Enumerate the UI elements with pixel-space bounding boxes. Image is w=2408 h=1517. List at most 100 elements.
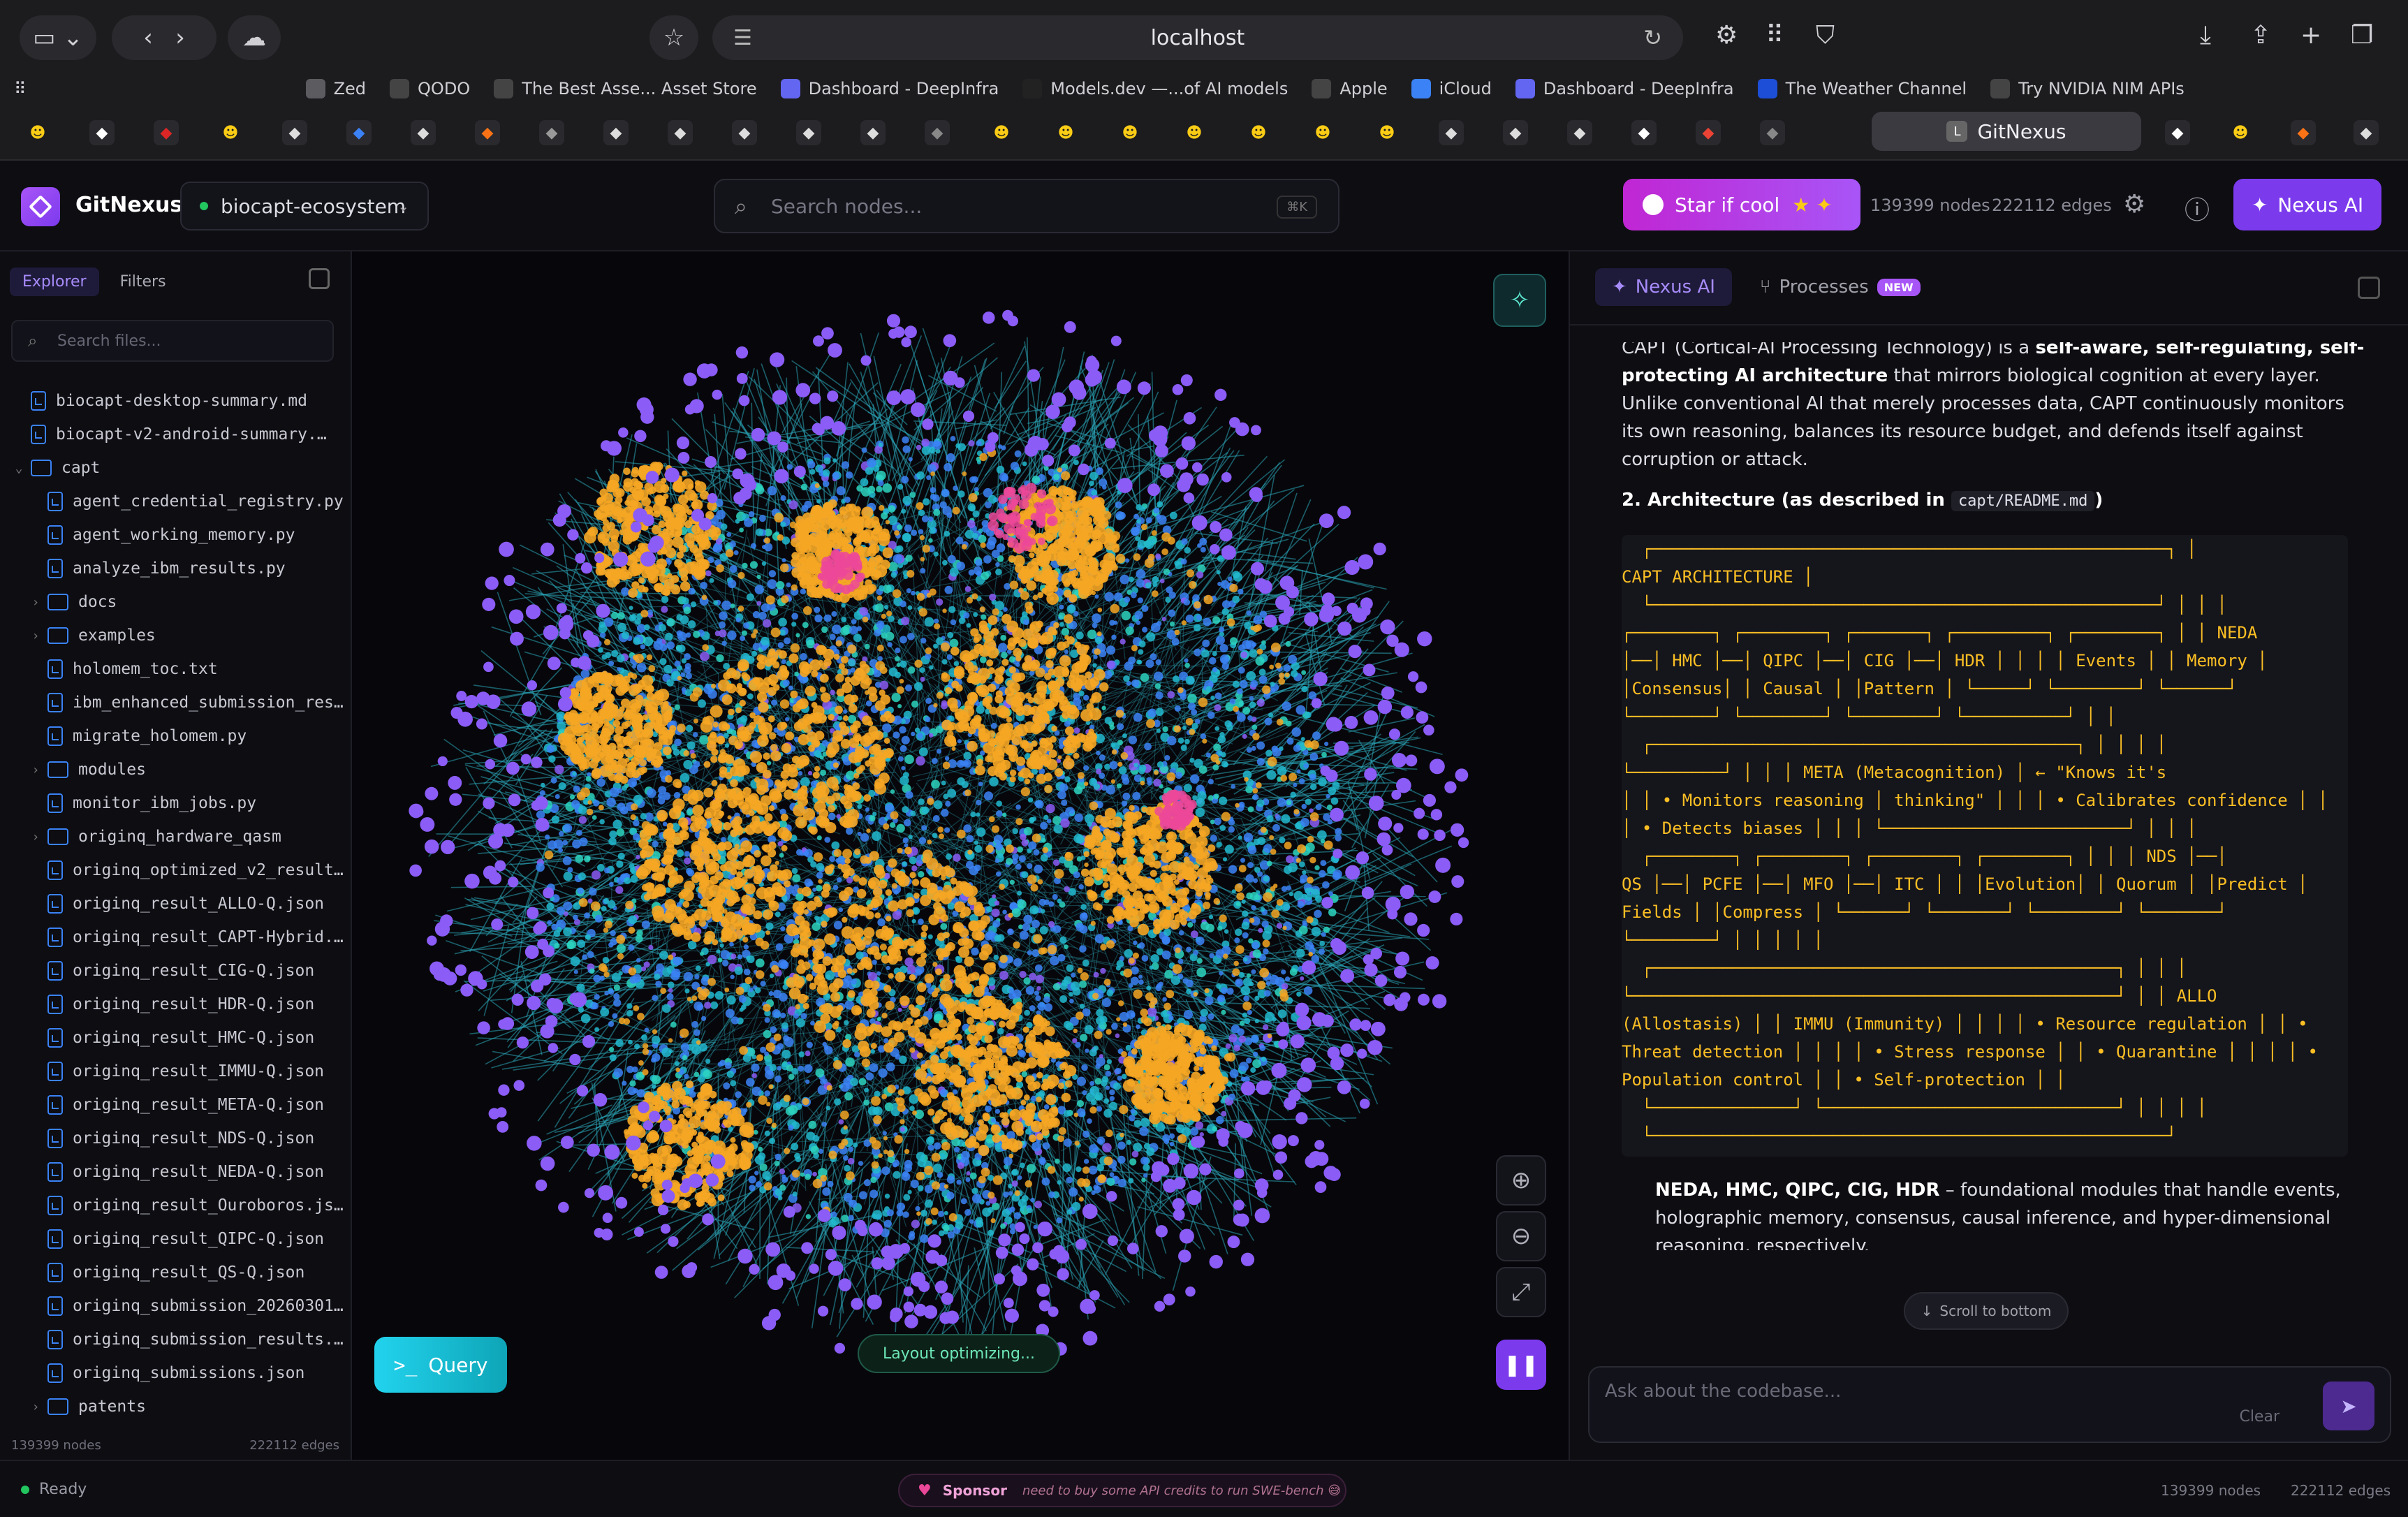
folder-item[interactable]: ⌄ capt xyxy=(0,451,352,485)
pinned-tab-icon[interactable]: ◆ xyxy=(1696,120,1721,145)
collapse-panel-icon[interactable] xyxy=(2358,277,2380,299)
gear-icon[interactable]: ⚙ xyxy=(1715,21,1738,50)
file-search-input[interactable]: ⌕ Search files... xyxy=(11,320,334,362)
pinned-tab-icon[interactable]: ◆ xyxy=(411,120,436,145)
favorite-item[interactable]: Apple xyxy=(1312,79,1388,98)
pinned-tab-icon[interactable]: ☻ xyxy=(1250,124,1267,142)
file-item[interactable]: ›originq_result_QIPC-Q.json xyxy=(0,1222,352,1256)
send-icon[interactable]: ➤ xyxy=(2323,1382,2374,1430)
node-search-input[interactable]: ⌕ Search nodes... ⌘K xyxy=(714,179,1339,233)
file-item[interactable]: ›originq_result_ALLO-Q.json xyxy=(0,887,352,921)
file-item[interactable]: ›originq_result_Ouroboros.json xyxy=(0,1189,352,1222)
file-item[interactable]: ›originq_submissions.json xyxy=(0,1356,352,1390)
favorite-item[interactable]: Dashboard - DeepInfra xyxy=(1515,79,1734,98)
pinned-tab-icon[interactable]: ◆ xyxy=(1439,120,1464,145)
cloud-icon[interactable]: ☁ xyxy=(228,15,281,60)
pinned-tab-icon[interactable]: ☻ xyxy=(1186,124,1203,142)
file-item[interactable]: ›biocapt-desktop-summary.md xyxy=(0,384,352,418)
pinned-tab-icon[interactable]: ◆ xyxy=(1760,120,1785,145)
favorite-item[interactable]: The Best Asse... Asset Store xyxy=(494,79,757,98)
folder-item[interactable]: › examples xyxy=(0,619,352,652)
bookmark-star-icon[interactable]: ☆ xyxy=(649,15,698,60)
file-item[interactable]: ›originq_submission_results.json xyxy=(0,1323,352,1356)
pinned-tab-icon[interactable]: ◆ xyxy=(1503,120,1528,145)
pinned-tab-icon[interactable]: ◆ xyxy=(925,120,950,145)
scroll-to-bottom-button[interactable]: ↓ Scroll to bottom xyxy=(1904,1292,2069,1330)
pinned-tab-icon[interactable]: ◆ xyxy=(603,120,629,145)
zoom-out-icon[interactable]: ⊖ xyxy=(1496,1211,1546,1261)
clear-button[interactable]: Clear xyxy=(2239,1408,2279,1426)
pinned-tab-icon[interactable]: ☻ xyxy=(2232,124,2249,142)
favorite-item[interactable]: Dashboard - DeepInfra xyxy=(780,79,999,98)
file-item[interactable]: ›ibm_enhanced_submission_results.json xyxy=(0,686,352,719)
file-item[interactable]: ›originq_result_HMC-Q.json xyxy=(0,1021,352,1055)
pinned-tab-icon[interactable]: ◆ xyxy=(732,120,757,145)
pinned-tab-icon[interactable]: ◆ xyxy=(2165,120,2190,145)
favorite-item[interactable]: Models.dev —...of AI models xyxy=(1022,79,1288,98)
file-item[interactable]: ›originq_optimized_v2_results.json xyxy=(0,853,352,887)
folder-item[interactable]: › originq_hardware_qasm xyxy=(0,820,352,853)
tab-explorer[interactable]: Explorer xyxy=(10,267,99,296)
file-item[interactable]: ›originq_result_META-Q.json xyxy=(0,1088,352,1122)
folder-item[interactable]: › patents xyxy=(0,1390,352,1423)
favorite-item[interactable]: iCloud xyxy=(1411,79,1492,98)
file-item[interactable]: ›originq_result_NEDA-Q.json xyxy=(0,1155,352,1189)
favorite-item[interactable]: Zed xyxy=(305,79,366,98)
pinned-tab-icon[interactable]: ◆ xyxy=(154,120,179,145)
knowledge-graph[interactable] xyxy=(352,251,1569,1460)
address-bar[interactable]: ☰ localhost ↻ xyxy=(712,15,1683,60)
tabs-overview-icon[interactable]: ❐ xyxy=(2351,21,2374,50)
file-item[interactable]: ›biocapt-v2-android-summary.md xyxy=(0,418,352,451)
tab-filters[interactable]: Filters xyxy=(119,272,166,291)
chat-input[interactable] xyxy=(1605,1377,2233,1405)
nexus-ai-button[interactable]: ✦ Nexus AI xyxy=(2233,179,2381,230)
settings-gear-icon[interactable]: ⚙ xyxy=(2123,190,2146,219)
pinned-tab-icon[interactable]: ◆ xyxy=(1631,120,1657,145)
file-item[interactable]: ›originq_result_IMMU-Q.json xyxy=(0,1055,352,1088)
query-button[interactable]: >_ Query xyxy=(374,1337,507,1393)
back-forward-buttons[interactable]: ‹ › xyxy=(112,15,216,60)
grid-icon[interactable]: ⠿ xyxy=(1765,21,1784,50)
pinned-tab-icon[interactable]: ☻ xyxy=(1057,124,1074,142)
pinned-tab-icon[interactable]: ◆ xyxy=(539,120,564,145)
zoom-in-icon[interactable]: ⊕ xyxy=(1496,1155,1546,1205)
file-item[interactable]: ›monitor_ibm_jobs.py xyxy=(0,786,352,820)
pinned-tab-icon[interactable]: ◆ xyxy=(2291,120,2316,145)
tab-nexus-ai[interactable]: ✦ Nexus AI xyxy=(1595,268,1732,306)
folder-item[interactable]: › docs xyxy=(0,585,352,619)
pinned-tab-icon[interactable]: ☻ xyxy=(993,124,1010,142)
new-tab-icon[interactable]: + xyxy=(2300,21,2322,50)
sidebar-toggle-button[interactable]: ▭ ⌄ xyxy=(20,15,96,60)
pinned-tab-icon[interactable]: ◆ xyxy=(796,120,821,145)
pinned-tab-icon[interactable]: ◆ xyxy=(2354,120,2379,145)
favorite-item[interactable]: QODO xyxy=(390,79,470,98)
pause-layout-button[interactable]: ❚❚ xyxy=(1496,1340,1546,1390)
pinned-tab-icon[interactable]: ☻ xyxy=(222,124,239,142)
pinned-tab-icon[interactable]: ◆ xyxy=(475,120,500,145)
download-icon[interactable]: ⤓ xyxy=(2200,21,2211,50)
graph-canvas[interactable]: ✧ ⊕ ⊖ ⤢ ❚❚ >_ Query Layout optimizing... xyxy=(352,251,1569,1460)
file-item[interactable]: ›analyze_ibm_results.py xyxy=(0,552,352,585)
file-item[interactable]: ›holomem_toc.txt xyxy=(0,652,352,686)
star-repo-button[interactable]: Star if cool ★ ✦ xyxy=(1623,179,1860,230)
file-item[interactable]: ›originq_result_CAPT-Hybrid.json xyxy=(0,921,352,954)
lightbulb-icon[interactable]: ✧ xyxy=(1493,274,1546,327)
file-item[interactable]: ›originq_result_HDR-Q.json xyxy=(0,988,352,1021)
pinned-tab-icon[interactable]: ◆ xyxy=(668,120,693,145)
file-item[interactable]: ›agent_credential_registry.py xyxy=(0,485,352,518)
share-icon[interactable]: ⇪ xyxy=(2250,21,2272,50)
pinned-tab-icon[interactable]: ☻ xyxy=(29,124,46,142)
pinned-tab-icon[interactable]: ☻ xyxy=(1379,124,1395,142)
file-item[interactable]: ›originq_result_NDS-Q.json xyxy=(0,1122,352,1155)
favorite-item[interactable]: Try NVIDIA NIM APIs xyxy=(1990,79,2185,98)
apps-grid-icon[interactable]: ⠿ xyxy=(14,79,27,98)
page-settings-icon[interactable]: ☰ xyxy=(733,25,752,50)
repo-selector[interactable]: biocapt-ecosystem ⌄ xyxy=(180,182,429,230)
sponsor-badge[interactable]: ♥ Sponsor need to buy some API credits t… xyxy=(898,1474,1346,1507)
favorite-item[interactable]: The Weather Channel xyxy=(1757,79,1967,98)
tab-gitnexus[interactable]: L GitNexus xyxy=(1872,112,2141,151)
help-icon[interactable]: ⓘ xyxy=(2185,196,2210,225)
pinned-tab-icon[interactable]: ☻ xyxy=(1314,124,1331,142)
chat-input-box[interactable]: Clear ➤ xyxy=(1588,1366,2391,1443)
file-item[interactable]: ›migrate_holomem.py xyxy=(0,719,352,753)
